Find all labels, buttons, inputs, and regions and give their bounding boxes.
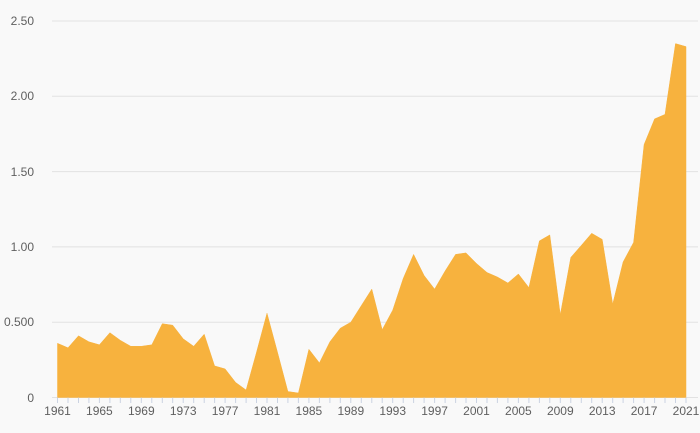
- x-tick-label: 2009: [546, 404, 574, 418]
- y-tick-label: 2.00: [10, 89, 34, 104]
- y-tick-label: 0: [27, 390, 34, 405]
- x-tick-label: 1997: [421, 404, 448, 418]
- area-series: [57, 43, 687, 398]
- y-tick-label: 2.50: [10, 14, 34, 28]
- x-tick-label: 1981: [253, 404, 281, 418]
- x-tick-label: 1977: [211, 404, 239, 418]
- x-tick-label: 1965: [86, 404, 113, 418]
- x-tick-label: 1985: [295, 404, 323, 418]
- y-tick-label: 0.500: [3, 315, 34, 330]
- x-tick-label: 2001: [463, 404, 490, 418]
- x-tick-label: 2013: [588, 404, 616, 418]
- x-tick-label: 1969: [127, 404, 155, 418]
- x-tick-label: 2017: [630, 404, 658, 418]
- y-tick-label: 1.50: [10, 164, 34, 179]
- y-tick-label: 1.00: [10, 239, 34, 254]
- x-tick-label: 2005: [505, 404, 532, 418]
- x-tick-label: 1989: [337, 404, 365, 418]
- x-tick-label: 1961: [44, 404, 71, 418]
- x-axis-ticks: [57, 397, 687, 403]
- x-tick-label: 1993: [379, 404, 407, 418]
- x-tick-label: 1973: [169, 404, 197, 418]
- x-tick-label: 2021: [672, 404, 700, 418]
